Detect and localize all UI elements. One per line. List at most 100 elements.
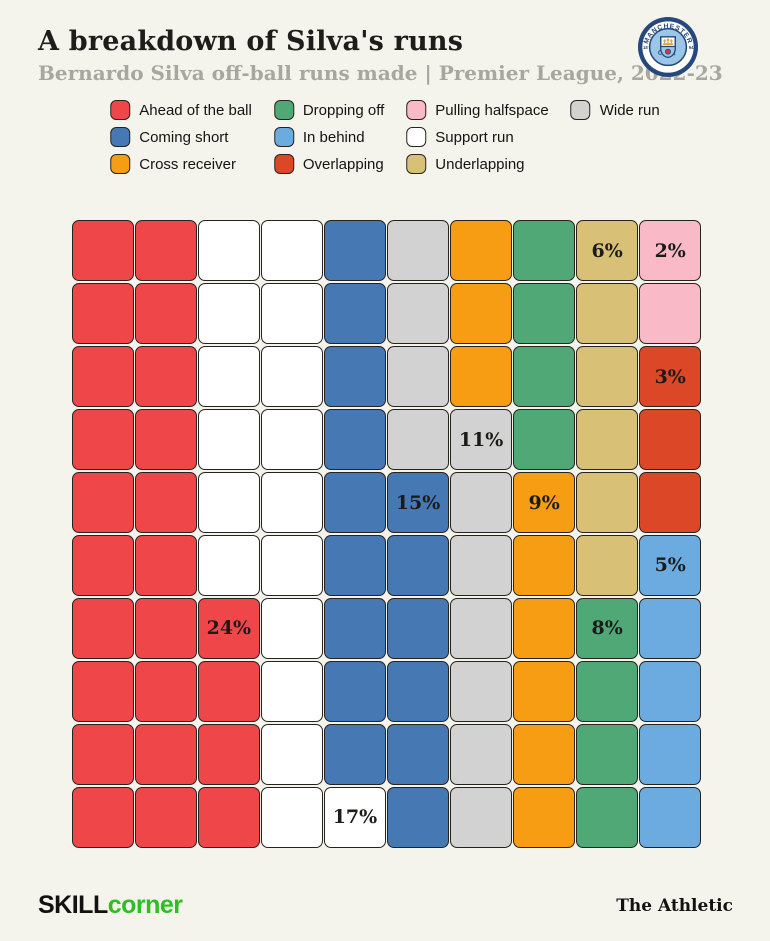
- waffle-cell-coming_short: [324, 534, 386, 597]
- waffle-cell-ahead_of_the_ball: [135, 282, 197, 345]
- badge-year-right: 94: [689, 45, 694, 50]
- waffle-cell-underlapping: 6%: [576, 220, 638, 282]
- legend-label: Ahead of the ball: [139, 101, 252, 119]
- waffle-cell-ahead_of_the_ball: [72, 786, 134, 848]
- waffle-cell-in_behind: [639, 723, 701, 786]
- waffle-cell-dropping_off: [513, 345, 575, 408]
- legend-label: Support run: [435, 128, 514, 146]
- waffle-cell-support_run: [261, 220, 323, 282]
- waffle-cell-dropping_off: [513, 408, 575, 471]
- waffle-cell-in_behind: [639, 660, 701, 723]
- waffle-cell-in_behind: [639, 786, 701, 848]
- waffle-cell-coming_short: [387, 786, 449, 848]
- waffle-cell-support_run: [261, 534, 323, 597]
- waffle-cell-support_run: [261, 282, 323, 345]
- waffle-cell-ahead_of_the_ball: [135, 597, 197, 660]
- waffle-cell-cross_receiver: [513, 597, 575, 660]
- badge-ship-icon: [662, 38, 674, 46]
- badge-rose-icon: [665, 48, 671, 55]
- waffle-cell-support_run: [198, 345, 260, 408]
- waffle-cell-support_run: [261, 345, 323, 408]
- waffle-cell-support_run: [261, 723, 323, 786]
- the-athletic-logo: The Athletic: [616, 896, 733, 916]
- cell-percent-label: 3%: [654, 365, 686, 388]
- waffle-cell-wide_run: [450, 660, 512, 723]
- legend-swatch-icon: [406, 127, 427, 147]
- waffle-cell-dropping_off: [576, 660, 638, 723]
- waffle-cell-support_run: [198, 471, 260, 534]
- waffle-cell-ahead_of_the_ball: [72, 345, 134, 408]
- waffle-cell-support_run: 17%: [324, 786, 386, 848]
- badge-year-left: 18: [643, 45, 648, 50]
- waffle-cell-coming_short: [324, 597, 386, 660]
- legend-swatch-icon: [406, 100, 427, 120]
- waffle-cell-cross_receiver: [450, 345, 512, 408]
- waffle-cell-wide_run: [450, 723, 512, 786]
- waffle-cell-support_run: [261, 786, 323, 848]
- waffle-cell-overlapping: 3%: [639, 345, 701, 408]
- legend-label: Underlapping: [435, 155, 525, 173]
- legend-swatch-icon: [406, 154, 427, 174]
- legend-swatch-icon: [110, 154, 131, 174]
- legend-swatch-icon: [273, 100, 294, 120]
- waffle-cell-in_behind: 5%: [639, 534, 701, 597]
- waffle-cell-support_run: [198, 408, 260, 471]
- legend-label: In behind: [302, 128, 365, 146]
- waffle-cell-coming_short: [324, 220, 386, 282]
- waffle-cell-support_run: [198, 534, 260, 597]
- waffle-cell-ahead_of_the_ball: [135, 408, 197, 471]
- skillcorner-logo-skill: SKILL: [38, 891, 108, 919]
- cell-percent-label: 2%: [654, 239, 686, 262]
- waffle-grid: 6% 2% 3% 11% 15% 9% 5% 24% 8% 17%: [72, 220, 701, 848]
- legend-label: Wide run: [599, 101, 660, 119]
- cell-percent-label: 24%: [206, 617, 252, 640]
- waffle-cell-dropping_off: [576, 786, 638, 848]
- legend-label: Overlapping: [302, 155, 384, 173]
- waffle-cell-overlapping: [639, 408, 701, 471]
- waffle-cell-coming_short: [324, 660, 386, 723]
- legend-swatch-icon: [110, 127, 131, 147]
- legend-item-coming_short: Coming short: [110, 126, 252, 148]
- waffle-cell-ahead_of_the_ball: [72, 534, 134, 597]
- waffle-cell-wide_run: [387, 345, 449, 408]
- waffle-cell-wide_run: [387, 408, 449, 471]
- waffle-cell-coming_short: [387, 723, 449, 786]
- legend-item-support_run: Support run: [406, 126, 548, 148]
- legend-item-underlapping: Underlapping: [406, 153, 548, 175]
- waffle-cell-coming_short: [387, 660, 449, 723]
- waffle-cell-pulling_halfspace: 2%: [639, 220, 701, 282]
- legend-column: Pulling halfspace Support run Underlapping: [406, 99, 549, 175]
- skillcorner-logo-corner: corner: [107, 891, 183, 919]
- waffle-cell-coming_short: [324, 282, 386, 345]
- waffle-cell-cross_receiver: [450, 220, 512, 282]
- waffle-cell-support_run: [261, 660, 323, 723]
- waffle-cell-wide_run: [450, 597, 512, 660]
- legend-item-in_behind: In behind: [273, 126, 384, 148]
- legend-label: Coming short: [139, 128, 229, 146]
- waffle-cell-coming_short: [324, 723, 386, 786]
- waffle-cell-wide_run: [450, 471, 512, 534]
- waffle-cell-ahead_of_the_ball: [72, 220, 134, 282]
- cell-percent-label: 8%: [591, 617, 623, 640]
- legend-item-overlapping: Overlapping: [273, 153, 384, 175]
- waffle-cell-ahead_of_the_ball: [135, 534, 197, 597]
- waffle-cell-ahead_of_the_ball: [72, 471, 134, 534]
- waffle-cell-wide_run: [450, 534, 512, 597]
- waffle-cell-underlapping: [576, 471, 638, 534]
- legend-swatch-icon: [273, 127, 294, 147]
- legend-item-wide_run: Wide run: [570, 99, 660, 121]
- waffle-cell-in_behind: [639, 597, 701, 660]
- waffle-cell-coming_short: [387, 597, 449, 660]
- cell-percent-label: 9%: [528, 491, 560, 514]
- legend-swatch-icon: [273, 154, 294, 174]
- page-title: A breakdown of Silva's runs: [38, 26, 464, 57]
- waffle-cell-wide_run: [387, 282, 449, 345]
- waffle-cell-coming_short: [324, 408, 386, 471]
- waffle-cell-ahead_of_the_ball: [135, 471, 197, 534]
- waffle-cell-wide_run: [450, 786, 512, 848]
- waffle-cell-cross_receiver: 9%: [513, 471, 575, 534]
- waffle-cell-ahead_of_the_ball: [72, 282, 134, 345]
- cell-percent-label: 6%: [591, 239, 623, 262]
- waffle-cell-support_run: [261, 408, 323, 471]
